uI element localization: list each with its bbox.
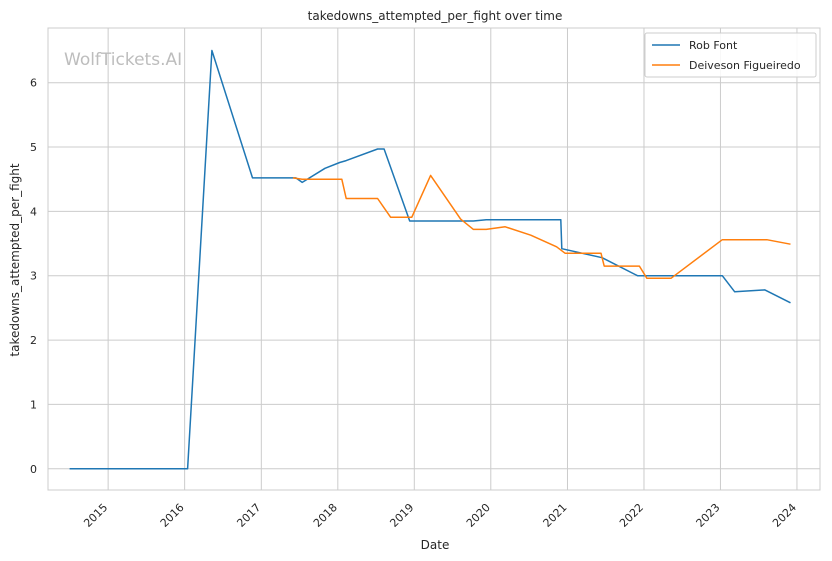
y-axis-ticks: 0 1 2 3 4 5 6 [30,77,37,476]
legend-label-deiveson-figueiredo: Deiveson Figueiredo [689,59,801,72]
y-tick-label: 1 [30,398,37,411]
y-tick-label: 5 [30,141,37,154]
y-tick-label: 3 [30,270,37,283]
y-tick-label: 6 [30,77,37,90]
plot-frame [47,27,821,491]
x-axis-label: Date [421,538,450,552]
y-tick-label: 2 [30,334,37,347]
y-axis-label: takedowns_attempted_per_fight [8,163,22,356]
watermark: WolfTickets.AI [64,50,182,70]
legend-box [644,32,817,78]
y-tick-label: 4 [30,205,37,218]
series-lines [69,49,791,470]
series-line-deiveson-figueiredo [292,174,791,280]
y-tick-label: 0 [30,463,37,476]
legend: Rob Font Deiveson Figueiredo [644,32,817,78]
series-line-rob-font [69,49,791,470]
legend-label-rob-font: Rob Font [689,39,738,52]
chart-title: takedowns_attempted_per_fight over time [308,9,563,23]
